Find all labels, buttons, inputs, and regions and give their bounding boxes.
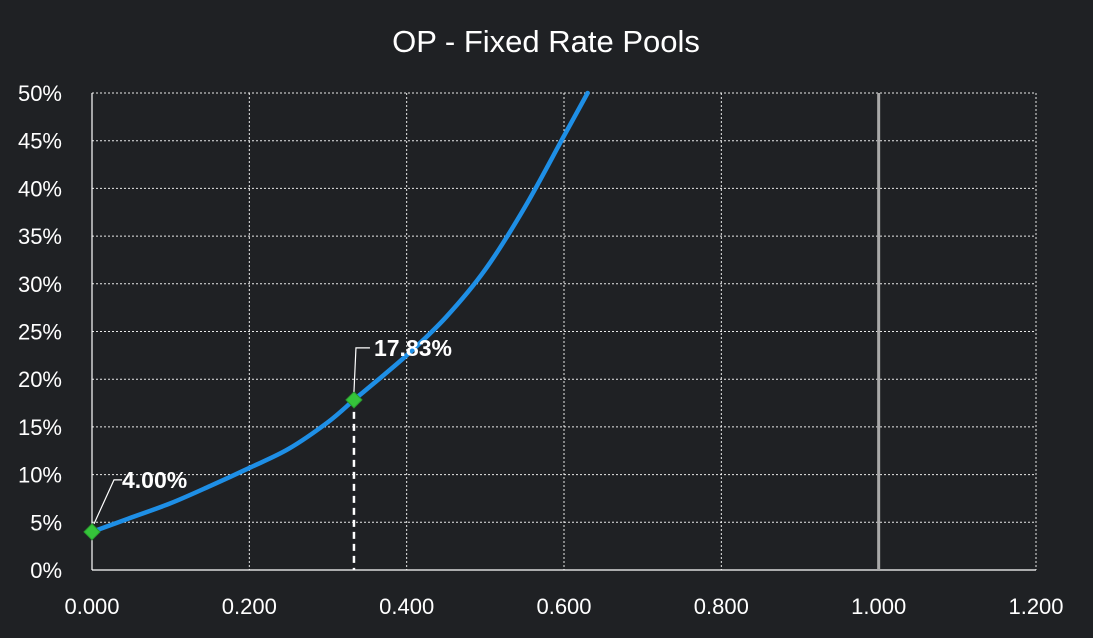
y-tick-label: 15% [18, 415, 62, 440]
y-tick-label: 30% [18, 272, 62, 297]
grid-layer [91, 92, 1037, 571]
data-label: 17.83% [374, 335, 452, 361]
tick-layer: 0% 5% 10% 15% 20% 25% 30% 35% 40% 45% 50% 0.000 0.20… [18, 81, 1064, 619]
y-tick-label: 0% [30, 558, 62, 583]
y-tick-label: 5% [30, 510, 62, 535]
x-tick-label: 1.000 [851, 594, 906, 619]
highlight-marker [345, 391, 363, 409]
x-tick-label: 0.600 [536, 594, 591, 619]
marker-layer: 4.00% 17.83% [83, 335, 452, 570]
x-tick-label: 0.800 [694, 594, 749, 619]
x-tick-label: 0.400 [379, 594, 434, 619]
y-tick-label: 50% [18, 81, 62, 106]
label-leader-line [353, 347, 370, 392]
x-tick-label: 1.200 [1008, 594, 1063, 619]
y-tick-label: 35% [18, 224, 62, 249]
highlight-marker [83, 523, 101, 541]
y-tick-label: 40% [18, 176, 62, 201]
data-label: 4.00% [122, 467, 187, 493]
y-tick-label: 10% [18, 463, 62, 488]
y-tick-label: 25% [18, 320, 62, 345]
x-tick-label: 0.000 [64, 594, 119, 619]
y-tick-label: 45% [18, 129, 62, 154]
chart-title: OP - Fixed Rate Pools [392, 24, 700, 59]
y-tick-label: 20% [18, 367, 62, 392]
x-tick-label: 0.200 [222, 594, 277, 619]
label-leader-line [93, 479, 122, 525]
